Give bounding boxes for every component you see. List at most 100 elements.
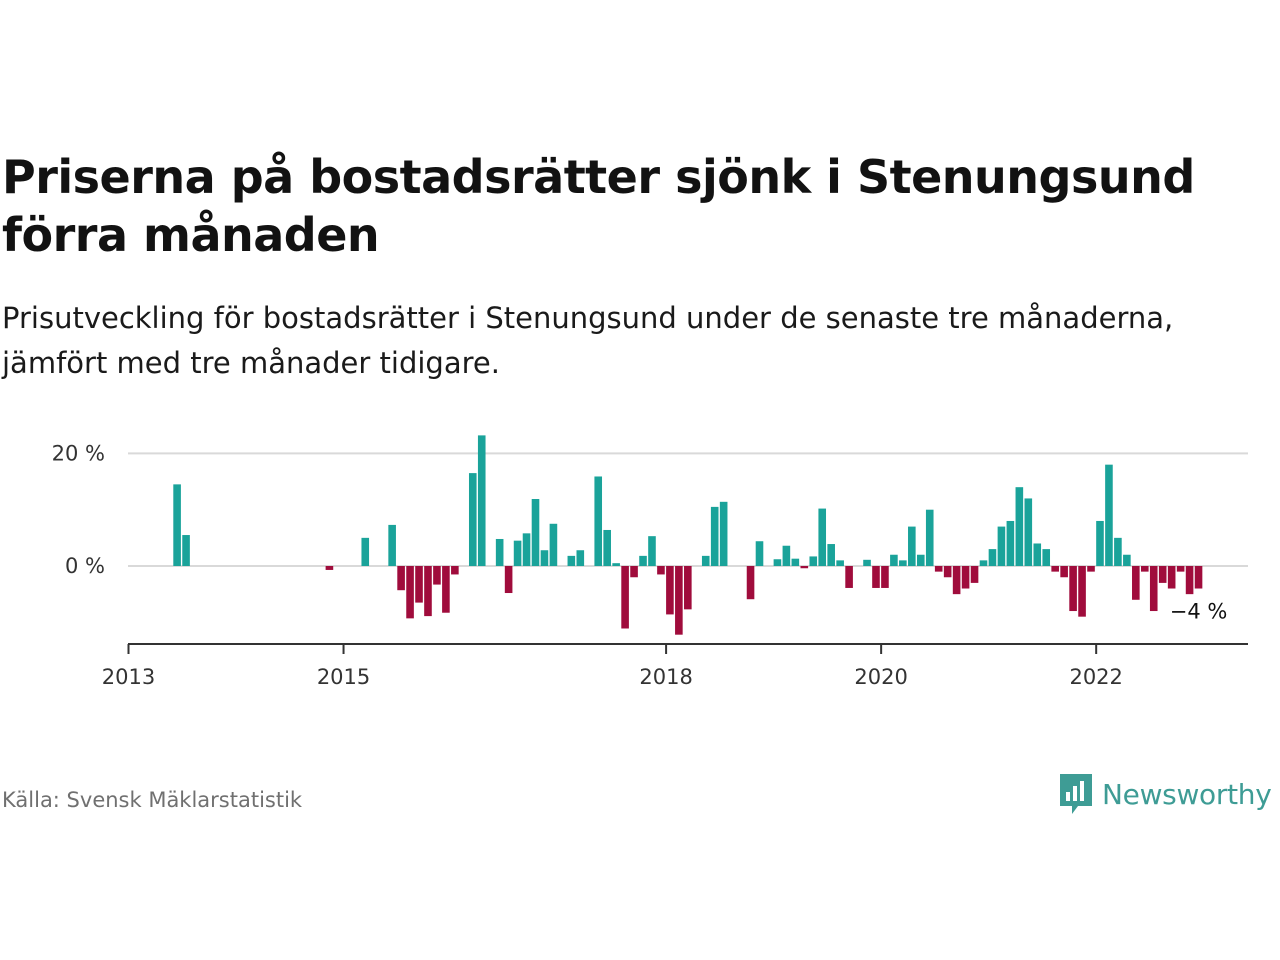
bar [952, 566, 961, 595]
bar [442, 566, 450, 613]
bar [415, 566, 423, 603]
bar [675, 566, 683, 635]
bar [890, 554, 898, 566]
bar [406, 566, 414, 619]
bar [988, 549, 997, 566]
bar [451, 566, 459, 575]
bar [173, 484, 181, 566]
chart-subtitle: Prisutveckling för bostadsrätter i Stenu… [2, 301, 1174, 380]
bar [513, 540, 522, 566]
bar [863, 559, 871, 566]
bar [809, 556, 818, 566]
bar [1006, 520, 1015, 566]
bar [899, 560, 907, 566]
bar [970, 566, 979, 583]
bar [782, 545, 791, 566]
bar [800, 566, 809, 569]
bar [424, 566, 432, 617]
bar [182, 535, 190, 566]
last-value-label: −4 % [1170, 600, 1228, 624]
bar [397, 566, 405, 591]
bar [540, 550, 549, 566]
bar [1158, 566, 1167, 583]
bar [1024, 498, 1033, 566]
bar-chart: 0 % 20 % 2013 2015 2018 2020 2022 −4 % [52, 435, 1248, 689]
grid-layer [128, 452, 1248, 567]
bar [827, 544, 835, 566]
x-axis [127, 643, 1248, 654]
bar [612, 563, 620, 566]
bar [908, 526, 916, 566]
bar [1069, 566, 1077, 612]
bar [979, 560, 988, 566]
bar [872, 566, 880, 588]
bar [433, 566, 441, 585]
bar [630, 566, 638, 578]
bar [845, 566, 853, 588]
bar [961, 566, 970, 589]
bar [1087, 566, 1095, 572]
bar [1114, 537, 1122, 566]
bar [531, 499, 540, 566]
bar [361, 537, 370, 566]
bar [1033, 543, 1042, 566]
bar [1123, 554, 1131, 566]
bar [1042, 549, 1051, 566]
x-tick-label: 2013 [102, 665, 155, 689]
bar [1078, 566, 1086, 617]
bar [576, 550, 585, 566]
newsworthy-logo-icon [1060, 774, 1092, 814]
y-tick-label: 20 % [52, 441, 105, 465]
bar [468, 473, 477, 566]
bar-layer [173, 435, 1203, 635]
bar [567, 555, 576, 566]
label-layer: 0 % 20 % 2013 2015 2018 2020 2022 −4 % [52, 441, 1228, 689]
bar [746, 566, 755, 600]
bar [603, 529, 611, 566]
bar [477, 435, 486, 566]
bar [881, 566, 889, 588]
bar [719, 501, 728, 566]
bar [943, 566, 952, 578]
bar [621, 566, 629, 629]
bar [1015, 487, 1024, 566]
bar [773, 559, 782, 566]
bar [1176, 566, 1185, 572]
bar [666, 566, 674, 615]
bar [836, 560, 844, 566]
bar [1194, 566, 1203, 589]
bar [818, 508, 827, 566]
bar [755, 541, 764, 566]
bar [549, 523, 558, 566]
bar [1060, 566, 1068, 578]
bar [388, 524, 396, 566]
bar [710, 506, 719, 566]
bar [1105, 464, 1113, 566]
bar [504, 566, 513, 594]
bar [594, 476, 603, 566]
bar [925, 509, 934, 566]
x-tick-label: 2015 [317, 665, 370, 689]
bar [325, 566, 334, 570]
bar [684, 566, 692, 610]
brand-logo[interactable]: Newsworthy [1058, 772, 1272, 816]
bar [522, 533, 531, 566]
bar [1167, 566, 1176, 589]
bar [1140, 566, 1149, 572]
x-tick-label: 2022 [1069, 665, 1122, 689]
bar [657, 566, 665, 575]
bar [1185, 566, 1194, 595]
bar [997, 526, 1006, 566]
bar [495, 538, 504, 566]
bar [1051, 566, 1059, 572]
bar [791, 558, 800, 566]
brand-name: Newsworthy [1102, 777, 1272, 811]
bar [1149, 566, 1158, 612]
source-note: Källa: Svensk Mäklarstatistik [2, 788, 303, 812]
bar [639, 555, 647, 566]
y-tick-label: 0 % [65, 554, 105, 578]
x-tick-label: 2018 [639, 665, 692, 689]
bar [1096, 520, 1104, 566]
bar [701, 555, 710, 566]
bar [934, 566, 943, 572]
